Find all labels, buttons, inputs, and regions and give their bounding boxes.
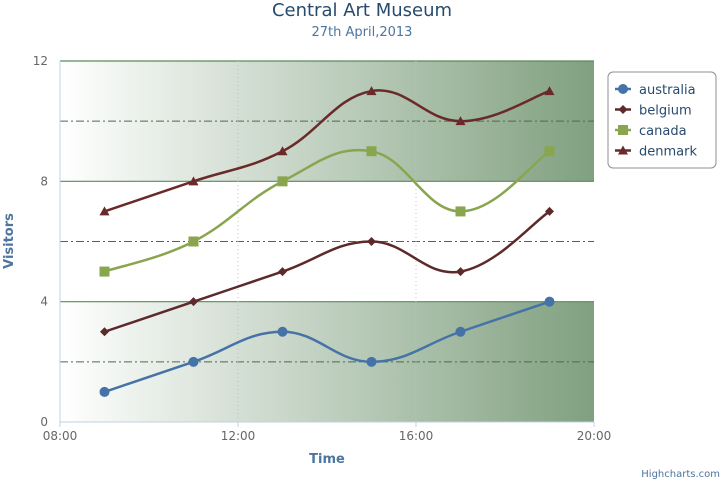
chart-subtitle: 27th April,2013 — [312, 25, 413, 40]
legend-label-australia: australia — [639, 83, 696, 98]
x-tick-label: 20:00 — [577, 429, 612, 443]
series-line-belgium — [103, 210, 551, 333]
legend-symbol-denmark[interactable] — [618, 145, 628, 155]
legend-symbol-canada[interactable] — [618, 125, 628, 135]
data-point-belgium[interactable] — [278, 267, 287, 277]
x-tick-label: 12:00 — [221, 429, 256, 443]
data-point-belgium[interactable] — [189, 297, 198, 307]
data-point-belgium[interactable] — [367, 237, 376, 246]
data-point-belgium[interactable] — [545, 206, 554, 216]
data-point-australia[interactable] — [277, 326, 288, 337]
y-tick-label: 0 — [40, 415, 48, 429]
data-point-canada[interactable] — [277, 176, 288, 187]
x-axis-title: Time — [309, 452, 345, 467]
x-tick-label: 08:00 — [43, 429, 78, 443]
data-point-australia[interactable] — [366, 356, 377, 367]
data-point-denmark[interactable] — [277, 146, 288, 156]
legend[interactable]: australia belgium canada denmark — [607, 71, 717, 169]
series-line-australia — [103, 300, 551, 394]
y-tick-label: 8 — [40, 174, 48, 188]
data-point-australia[interactable] — [99, 386, 110, 397]
legend-item-belgium[interactable]: belgium — [615, 104, 692, 119]
data-point-canada[interactable] — [366, 146, 377, 157]
data-point-belgium[interactable] — [456, 267, 465, 277]
legend-item-canada[interactable]: canada — [615, 124, 687, 139]
data-point-denmark[interactable] — [188, 176, 199, 186]
data-point-belgium[interactable] — [100, 327, 109, 337]
data-point-australia[interactable] — [544, 296, 555, 307]
chart-title: Central Art Museum — [272, 0, 452, 21]
legend-item-australia[interactable]: australia — [615, 83, 696, 98]
data-point-canada[interactable] — [544, 146, 555, 157]
data-point-canada[interactable] — [99, 266, 110, 277]
data-point-australia[interactable] — [455, 326, 466, 337]
credits-link[interactable]: Highcharts.com — [641, 469, 720, 480]
grid-lines — [60, 60, 594, 422]
data-point-australia[interactable] — [188, 356, 199, 367]
data-point-canada[interactable] — [455, 206, 466, 217]
legend-label-canada: canada — [639, 124, 687, 139]
legend-symbol-australia[interactable] — [618, 84, 628, 94]
legend-label-denmark: denmark — [639, 145, 697, 160]
legend-label-belgium: belgium — [639, 104, 692, 119]
data-point-canada[interactable] — [188, 236, 199, 247]
axes: 08:00 12:00 16:00 20:00 0 4 8 12 — [33, 54, 612, 443]
series-line-denmark — [103, 89, 551, 213]
x-tick-label: 16:00 — [399, 429, 434, 443]
y-axis-title: Visitors — [2, 213, 17, 269]
y-tick-label: 12 — [33, 54, 48, 68]
y-tick-label: 4 — [40, 295, 48, 309]
legend-symbol-belgium[interactable] — [618, 105, 628, 114]
series-markers — [99, 86, 555, 397]
data-point-denmark[interactable] — [366, 86, 377, 96]
data-point-denmark[interactable] — [544, 86, 555, 96]
legend-item-denmark[interactable]: denmark — [615, 145, 697, 160]
legend-box — [607, 71, 717, 169]
data-point-denmark[interactable] — [99, 206, 110, 216]
data-point-denmark[interactable] — [455, 116, 466, 126]
